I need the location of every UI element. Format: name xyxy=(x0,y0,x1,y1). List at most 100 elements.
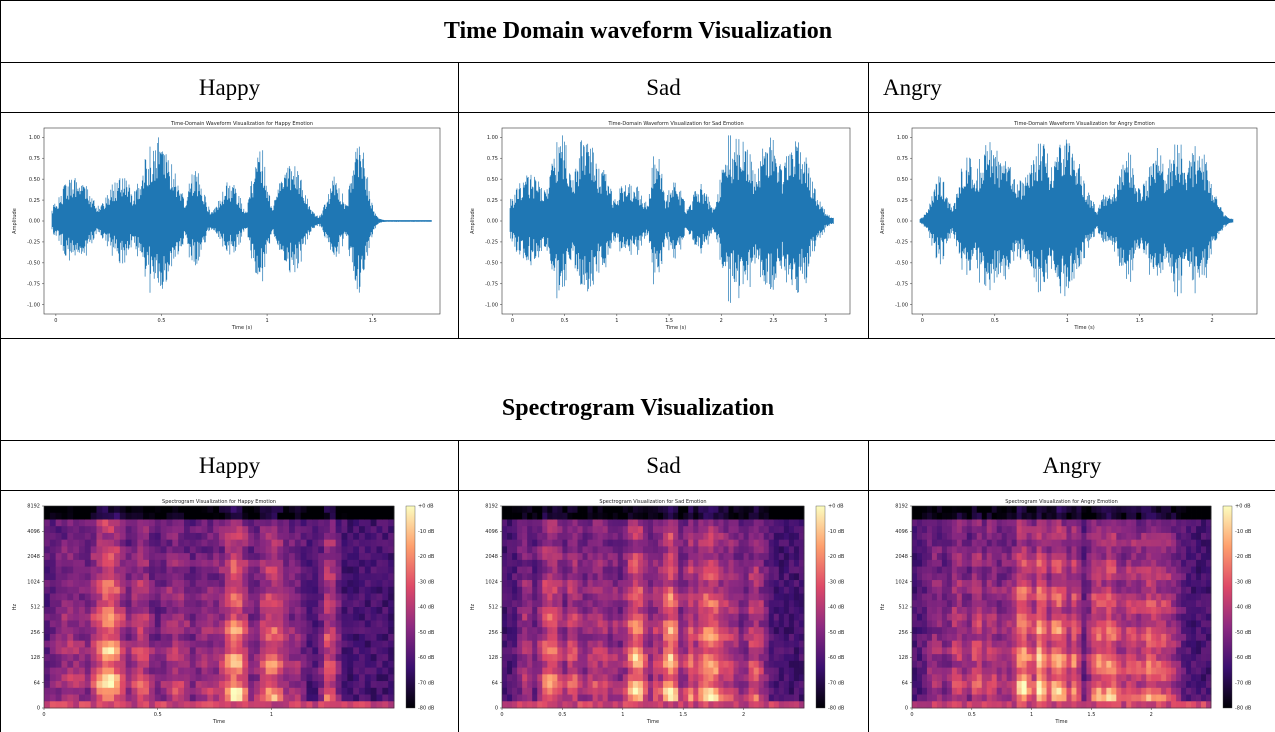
spectrogram-cell xyxy=(1006,546,1011,553)
spectrogram-cell xyxy=(178,546,184,553)
spectrogram-cell xyxy=(976,566,981,573)
spectrogram-cell xyxy=(793,627,798,634)
spectrogram-cell xyxy=(617,640,622,647)
spectrogram-cell xyxy=(201,633,207,640)
spectrogram-cell xyxy=(753,600,758,607)
spectrogram-cell xyxy=(912,647,917,654)
spectrogram-cell xyxy=(55,546,61,553)
spectrogram-cell xyxy=(219,654,225,661)
spectrogram-cell xyxy=(230,586,236,593)
spectrogram-cell xyxy=(131,694,137,701)
spectrogram-cell xyxy=(230,566,236,573)
colorbar-label: -80 dB xyxy=(418,705,435,711)
spectrogram-cell xyxy=(189,573,195,580)
spectrogram-cell xyxy=(693,701,698,708)
spectrogram-cell xyxy=(312,667,318,674)
spectrogram-cell xyxy=(1106,539,1111,546)
spectrogram-cell xyxy=(916,633,921,640)
spectrogram-cell xyxy=(364,586,370,593)
spectrogram-cell xyxy=(708,519,713,526)
spectrogram-cell xyxy=(582,681,587,688)
spectrogram-cell xyxy=(259,580,265,587)
spectrogram-cell xyxy=(353,546,359,553)
spectrogram-cell xyxy=(1101,640,1106,647)
spectrogram-cell xyxy=(335,647,341,654)
plot-title: Time-Domain Waveform Visualization for H… xyxy=(169,121,312,127)
spectrogram-cell xyxy=(178,674,184,681)
spectrogram-cell xyxy=(1071,519,1076,526)
spectrogram-cell xyxy=(1091,512,1096,519)
spectrogram-cell xyxy=(981,559,986,566)
spectrogram-cell xyxy=(1106,580,1111,587)
spectrogram-cell xyxy=(723,580,728,587)
spectrogram-cell xyxy=(84,580,90,587)
spectrogram-cell xyxy=(1056,553,1061,560)
spectrogram-cell xyxy=(335,546,341,553)
spectrogram-cell xyxy=(102,559,108,566)
spectrogram-cell xyxy=(627,701,632,708)
spectrogram-cell xyxy=(517,532,522,539)
spectrogram-cell xyxy=(131,613,137,620)
spectrogram-cell xyxy=(1016,701,1021,708)
spectrogram-cell xyxy=(55,580,61,587)
spectrogram-cell xyxy=(912,687,917,694)
spectrogram-cell xyxy=(557,674,562,681)
spectrogram-cell xyxy=(1056,566,1061,573)
spectrogram-cell xyxy=(632,701,637,708)
spectrogram-cell xyxy=(49,660,55,667)
spectrogram-cell xyxy=(773,559,778,566)
y-tick-label: -0.50 xyxy=(895,260,908,266)
spectrogram-cell xyxy=(271,566,277,573)
spectrogram-cell xyxy=(632,539,637,546)
spectrogram-cell xyxy=(131,640,137,647)
spectrogram-cell xyxy=(567,532,572,539)
spectrogram-cell xyxy=(527,539,532,546)
spectrogram-cell xyxy=(991,694,996,701)
spectrogram-cell xyxy=(512,580,517,587)
spectrogram-cell xyxy=(125,553,131,560)
spectrogram-cell xyxy=(90,674,96,681)
spectrogram-cell xyxy=(1016,566,1021,573)
spectrogram-cell xyxy=(912,566,917,573)
spectrogram-cell xyxy=(632,694,637,701)
spectrogram-cell xyxy=(294,506,300,513)
spectrogram-cell xyxy=(248,539,254,546)
spectrogram-cell xyxy=(1066,600,1071,607)
spectrogram-cell xyxy=(951,532,956,539)
spectrogram-cell xyxy=(587,607,592,614)
spectrogram-cell xyxy=(632,566,637,573)
spectrogram-cell xyxy=(966,519,971,526)
spectrogram-cell xyxy=(931,580,936,587)
spectrogram-cell xyxy=(329,633,335,640)
spectrogram-cell xyxy=(312,580,318,587)
spectrogram-cell xyxy=(219,580,225,587)
spectrogram-cell xyxy=(788,573,793,580)
spectrogram-cell xyxy=(388,519,394,526)
spectrogram-cell xyxy=(607,519,612,526)
spectrogram-cell xyxy=(522,546,527,553)
spectrogram-cell xyxy=(207,532,213,539)
spectrogram-cell xyxy=(688,532,693,539)
spectrogram-cell xyxy=(131,539,137,546)
spectrogram-cell xyxy=(265,647,271,654)
spectrogram-cell xyxy=(79,654,85,661)
spectrogram-cell xyxy=(956,640,961,647)
spectrogram-cell xyxy=(84,613,90,620)
spectrogram-cell xyxy=(318,633,324,640)
spectrogram-cell xyxy=(102,526,108,533)
spectrogram-cell xyxy=(370,600,376,607)
spectrogram-cell xyxy=(294,674,300,681)
spectrogram-cell xyxy=(359,613,365,620)
spectrogram-cell xyxy=(572,660,577,667)
spectrogram-cell xyxy=(119,532,125,539)
spectrogram-cell xyxy=(941,674,946,681)
spectrogram-cell xyxy=(572,640,577,647)
spectrogram-cell xyxy=(149,654,155,661)
spectrogram-cell xyxy=(1051,566,1056,573)
spectrogram-cell xyxy=(259,506,265,513)
spectrogram-cell xyxy=(552,633,557,640)
spectrogram-cell xyxy=(708,546,713,553)
spectrogram-cell xyxy=(44,681,50,688)
spectrogram-cell xyxy=(683,667,688,674)
spectrogram-cell xyxy=(184,640,190,647)
